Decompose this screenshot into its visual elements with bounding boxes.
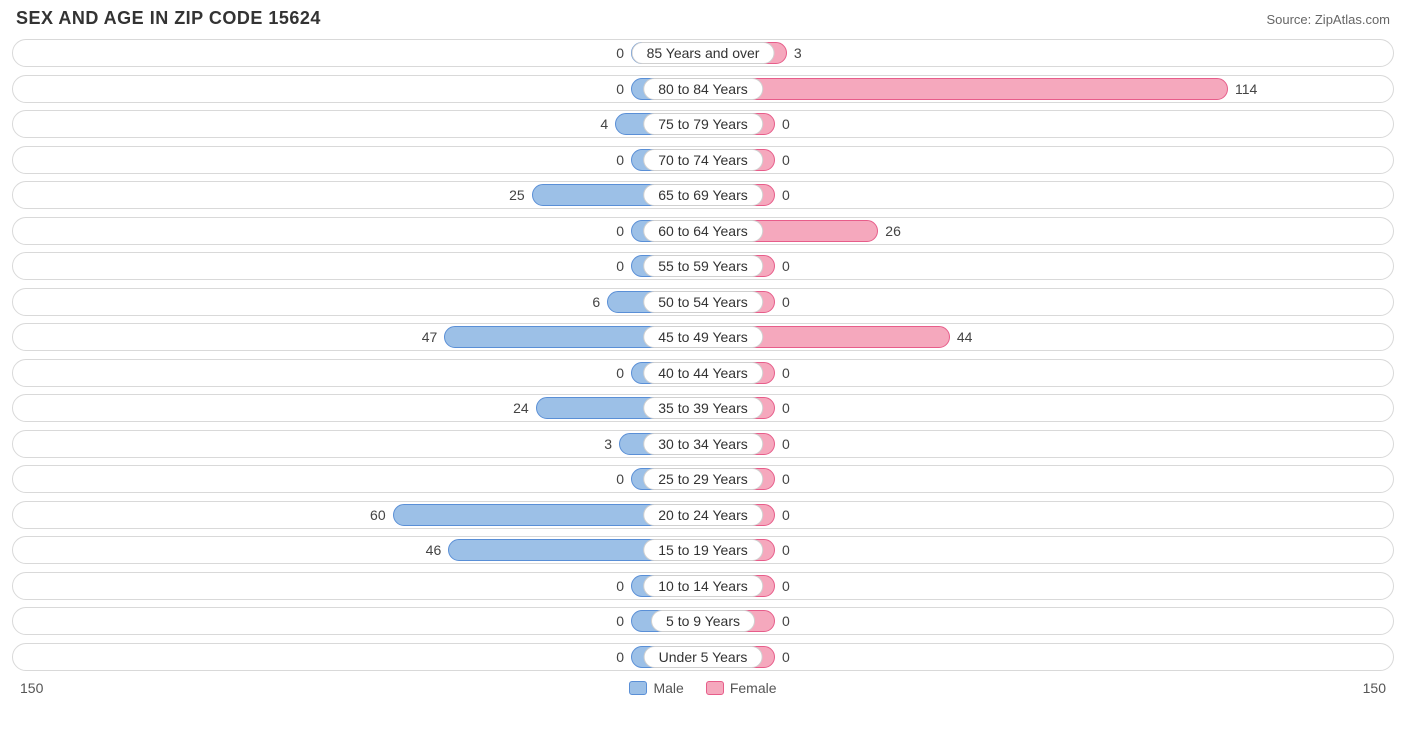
male-value: 0 [616, 81, 624, 97]
female-value: 26 [885, 223, 901, 239]
female-value: 0 [782, 542, 790, 558]
pyramid-row: 6 0 50 to 54 Years [12, 288, 1394, 316]
female-value: 0 [782, 507, 790, 523]
age-bracket-label: 25 to 29 Years [643, 468, 763, 490]
legend-male: Male [629, 680, 683, 696]
age-bracket-label: 20 to 24 Years [643, 504, 763, 526]
age-bracket-label: 75 to 79 Years [643, 113, 763, 135]
male-value: 6 [592, 294, 600, 310]
female-bar: 114 [703, 78, 1228, 100]
pyramid-row: 0 26 60 to 64 Years [12, 217, 1394, 245]
pyramid-row: 0 0 10 to 14 Years [12, 572, 1394, 600]
chart-header: SEX AND AGE IN ZIP CODE 15624 Source: Zi… [12, 8, 1394, 39]
male-value: 0 [616, 223, 624, 239]
male-value: 0 [616, 471, 624, 487]
pyramid-row: 011480 to 84 Years [12, 75, 1394, 103]
chart-footer: 150 Male Female 150 [12, 678, 1394, 696]
male-value: 4 [600, 116, 608, 132]
age-bracket-label: 30 to 34 Years [643, 433, 763, 455]
pyramid-row: 0 3 85 Years and over [12, 39, 1394, 67]
age-bracket-label: 10 to 14 Years [643, 575, 763, 597]
legend-female-swatch [706, 681, 724, 695]
age-bracket-label: 55 to 59 Years [643, 255, 763, 277]
female-value: 0 [782, 613, 790, 629]
male-value: 3 [604, 436, 612, 452]
chart-source: Source: ZipAtlas.com [1266, 12, 1390, 27]
age-bracket-label: 35 to 39 Years [643, 397, 763, 419]
female-value: 114 [1235, 81, 1257, 97]
age-bracket-label: 65 to 69 Years [643, 184, 763, 206]
pyramid-row: 0 0 40 to 44 Years [12, 359, 1394, 387]
pyramid-row: 46 0 15 to 19 Years [12, 536, 1394, 564]
female-value: 0 [782, 436, 790, 452]
legend-female-label: Female [730, 680, 777, 696]
male-value: 24 [513, 400, 529, 416]
population-pyramid-chart: 0385 Years and over011480 to 84 Years407… [12, 39, 1394, 671]
male-value: 0 [616, 45, 624, 61]
age-bracket-label: 60 to 64 Years [643, 220, 763, 242]
pyramid-row: 3 0 30 to 34 Years [12, 430, 1394, 458]
pyramid-row: 0 0 Under 5 Years [12, 643, 1394, 671]
female-value: 0 [782, 258, 790, 274]
male-value: 60 [370, 507, 386, 523]
female-value: 0 [782, 152, 790, 168]
age-bracket-label: 40 to 44 Years [643, 362, 763, 384]
male-value: 46 [426, 542, 442, 558]
female-value: 3 [794, 45, 802, 61]
female-value: 0 [782, 187, 790, 203]
female-value: 0 [782, 471, 790, 487]
age-bracket-label: 70 to 74 Years [643, 149, 763, 171]
pyramid-row: 47 44 45 to 49 Years [12, 323, 1394, 351]
pyramid-row: 25 0 65 to 69 Years [12, 181, 1394, 209]
male-value: 47 [422, 329, 438, 345]
pyramid-row: 0 0 25 to 29 Years [12, 465, 1394, 493]
legend: Male Female [629, 680, 776, 696]
age-bracket-label: 15 to 19 Years [643, 539, 763, 561]
age-bracket-label: 5 to 9 Years [651, 610, 755, 632]
pyramid-row: 0 0 55 to 59 Years [12, 252, 1394, 280]
age-bracket-label: Under 5 Years [644, 646, 763, 668]
pyramid-row: 24 0 35 to 39 Years [12, 394, 1394, 422]
age-bracket-label: 80 to 84 Years [643, 78, 763, 100]
legend-female: Female [706, 680, 777, 696]
pyramid-row: 0 0 70 to 74 Years [12, 146, 1394, 174]
male-value: 0 [616, 649, 624, 665]
chart-title: SEX AND AGE IN ZIP CODE 15624 [16, 8, 321, 29]
female-value: 0 [782, 365, 790, 381]
female-value: 0 [782, 649, 790, 665]
male-value: 0 [616, 365, 624, 381]
male-value: 0 [616, 613, 624, 629]
female-value: 44 [957, 329, 973, 345]
pyramid-row: 60 0 20 to 24 Years [12, 501, 1394, 529]
male-value: 25 [509, 187, 525, 203]
pyramid-row: 4 0 75 to 79 Years [12, 110, 1394, 138]
age-bracket-label: 85 Years and over [632, 42, 775, 64]
female-value: 0 [782, 578, 790, 594]
male-value: 0 [616, 578, 624, 594]
legend-male-swatch [629, 681, 647, 695]
male-value: 0 [616, 258, 624, 274]
female-value: 0 [782, 294, 790, 310]
axis-left-max: 150 [20, 680, 43, 696]
legend-male-label: Male [653, 680, 683, 696]
female-value: 0 [782, 400, 790, 416]
female-value: 0 [782, 116, 790, 132]
age-bracket-label: 45 to 49 Years [643, 326, 763, 348]
pyramid-row: 0 0 5 to 9 Years [12, 607, 1394, 635]
male-value: 0 [616, 152, 624, 168]
age-bracket-label: 50 to 54 Years [643, 291, 763, 313]
axis-right-max: 150 [1363, 680, 1386, 696]
